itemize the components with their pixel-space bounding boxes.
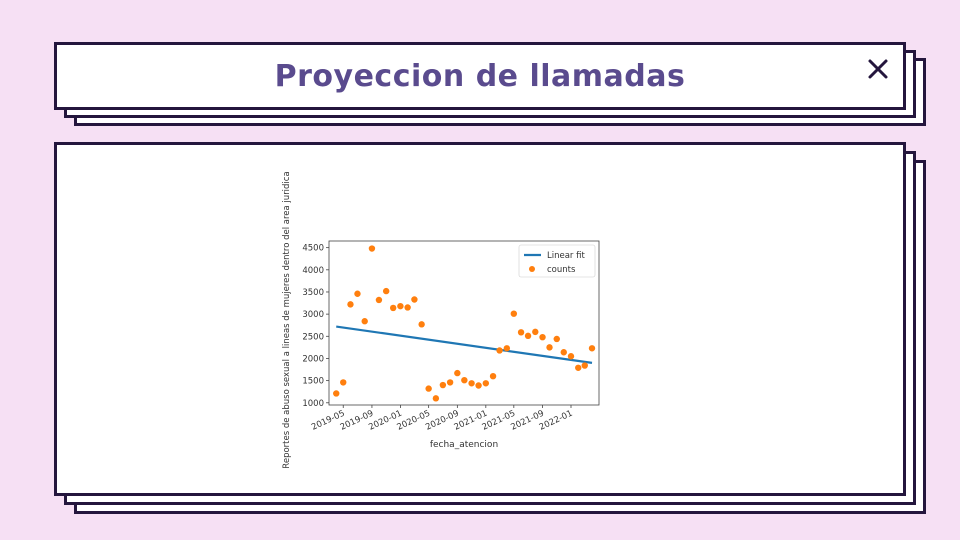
content-window: Reportes de abuso sexual a lineas de muj…	[54, 142, 906, 496]
data-point	[439, 381, 447, 389]
y-tick-label: 2500	[302, 332, 324, 342]
chart-container: Reportes de abuso sexual a lineas de muj…	[279, 165, 619, 475]
data-point	[517, 329, 525, 336]
data-point	[461, 376, 468, 384]
data-point	[354, 290, 361, 297]
close-icon	[868, 59, 888, 79]
y-tick-label: 2000	[302, 354, 324, 364]
data-point	[347, 301, 354, 308]
data-point	[389, 304, 397, 312]
data-point	[333, 390, 340, 397]
data-point	[454, 369, 461, 377]
data-point	[532, 328, 539, 336]
y-tick-label: 4500	[302, 244, 324, 254]
linear-fit-line	[336, 325, 593, 364]
data-point	[418, 321, 425, 328]
data-point	[411, 296, 418, 303]
legend-label: counts	[547, 265, 576, 275]
data-point	[397, 302, 404, 310]
data-point	[539, 333, 546, 341]
data-point	[404, 304, 411, 311]
data-point	[382, 287, 390, 295]
data-point	[575, 364, 582, 371]
data-point	[567, 353, 575, 360]
x-axis: 2019-052019-092020-012020-052020-092021-…	[310, 405, 574, 433]
data-point	[468, 380, 475, 387]
data-point	[496, 347, 503, 354]
data-point	[375, 296, 383, 304]
y-axis-label-group: Reportes de abuso sexual a lineas de muj…	[282, 171, 292, 468]
data-point	[546, 344, 553, 351]
y-tick-label: 4000	[302, 266, 324, 276]
legend-label: Linear fit	[547, 251, 585, 261]
x-axis-label: fecha_atencion	[430, 440, 498, 450]
y-axis: 1000 1500 2000 2500 3000 3500 4000 4500	[302, 244, 329, 409]
data-point	[588, 345, 596, 352]
data-point	[475, 382, 482, 389]
data-point	[489, 372, 497, 380]
close-button[interactable]	[865, 53, 891, 83]
data-point	[503, 345, 511, 352]
page-title: Proyeccion de llamadas	[274, 59, 686, 94]
chart-legend: Linear fit counts	[518, 244, 596, 278]
data-point	[432, 395, 440, 402]
data-point	[482, 380, 490, 387]
data-point	[510, 310, 518, 317]
data-point	[425, 385, 432, 392]
y-tick-label: 1000	[302, 399, 324, 409]
data-point	[553, 335, 560, 343]
data-point	[581, 362, 588, 369]
data-point	[446, 379, 454, 386]
y-tick-label: 3000	[302, 310, 324, 320]
data-point	[524, 332, 532, 340]
data-point	[560, 349, 567, 356]
legend-point-swatch	[529, 266, 535, 272]
x-tick-label: 2022-01	[538, 409, 574, 433]
legend-box	[518, 244, 596, 278]
title-window: Proyeccion de llamadas	[54, 42, 906, 110]
y-tick-label: 3500	[302, 288, 324, 298]
data-point	[361, 318, 368, 325]
scatter-chart: Reportes de abuso sexual a lineas de muj…	[282, 171, 600, 469]
series-layer	[333, 245, 596, 402]
data-point	[340, 379, 347, 386]
data-point	[368, 245, 376, 252]
y-tick-label: 1500	[302, 377, 324, 387]
plot-area	[328, 240, 600, 406]
y-axis-label: Reportes de abuso sexual a lineas de muj…	[282, 171, 292, 468]
